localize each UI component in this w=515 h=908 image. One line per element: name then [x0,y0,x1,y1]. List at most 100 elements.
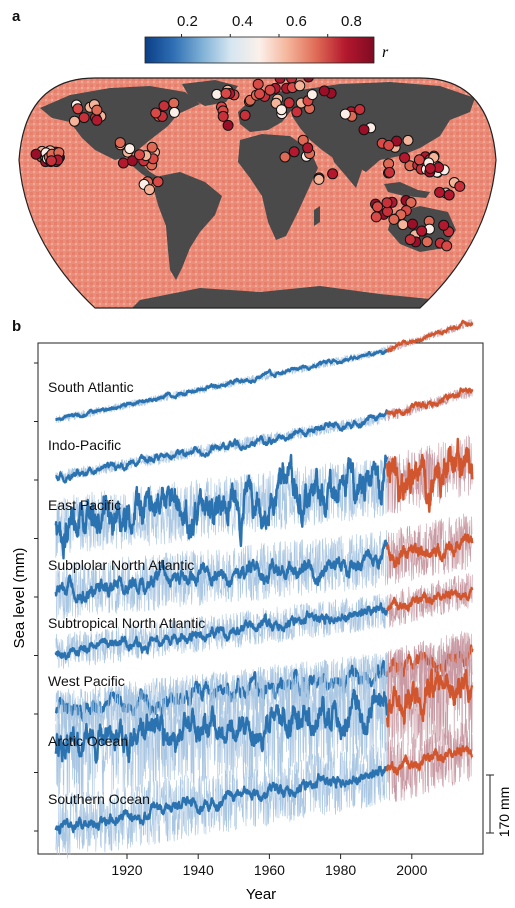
x-axis-ticks: 1920 1940 1960 1980 2000 [111,854,428,878]
station-marker [313,173,325,185]
series-altimetry-line [386,319,474,353]
series-reconstruction-line [54,453,389,560]
colorbar-tick-label: 0.8 [341,13,362,30]
scale-bar-label: 170 mm [496,787,512,838]
series-raw-altimetry [386,319,473,353]
station-marker [150,107,162,119]
station-marker [438,219,450,231]
series-reconstruction-line [54,602,389,661]
series-raw-reconstruction [55,742,388,859]
station-marker [78,112,90,124]
colorbar-ticks: 0.2 0.4 0.6 0.8 [0,0,515,40]
series-raw-altimetry [386,435,473,514]
station-marker [152,176,164,188]
series-raw-reconstruction [55,651,388,805]
station-marker [124,143,136,155]
series-altimetry-line [386,533,474,569]
series-2 [54,435,474,560]
series-label: South Atlantic [48,379,134,395]
series-altimetry-line [386,668,474,728]
station-marker [72,103,84,115]
station-marker [434,186,446,198]
panel-a-letter: a [12,8,21,25]
series-raw-reconstruction [55,346,388,424]
series-altimetry-line [386,437,474,513]
map-outline [18,77,497,309]
series-reconstruction-line [54,688,389,764]
station-marker [370,211,382,223]
station-marker [354,104,366,115]
x-tick-label: 1980 [325,862,356,878]
series-0 [54,319,474,424]
land-madagascar [314,206,320,226]
station-marker [264,84,276,96]
series-1 [54,387,474,484]
station-marker [211,88,223,100]
series-reconstruction-line [54,765,389,835]
station-marker [424,163,436,174]
station-marker [421,236,433,248]
y-axis-ticks [34,362,38,832]
station-marker [407,218,418,230]
series-raw-reconstruction [55,529,388,620]
station-marker [276,104,287,116]
series-label: Subtropical North Atlantic [48,615,205,631]
station-marker [30,148,42,160]
station-marker [399,152,411,164]
colorbar-tick-label: 0.6 [286,13,307,30]
station-marker [168,106,180,118]
series-altimetry-line [386,387,474,418]
y-axis-label: Sea level (mm) [11,548,28,649]
series-label: Arctic Ocean [48,733,128,749]
series-raw-altimetry [386,631,473,759]
series-reconstruction-line [54,659,389,722]
series-reconstruction-line [54,409,389,484]
series-label: Indo-Pacific [48,437,121,453]
station-marker [413,154,425,166]
station-marker [397,219,409,231]
x-tick-label: 1940 [183,862,214,878]
x-tick-label: 1920 [111,862,142,878]
plot-frame [37,342,484,855]
station-marker [45,155,57,167]
station-marker [327,168,339,180]
map-globe [19,78,496,308]
x-axis-label: Year [246,886,276,903]
series-raw-altimetry [386,388,473,422]
station-marker [134,149,145,161]
station-marker [239,109,251,121]
series-4 [54,573,474,669]
station-marker [158,100,170,112]
station-marker [168,97,180,109]
station-marker [302,142,314,154]
station-marker [279,151,291,163]
series-3 [54,513,474,620]
station-marker [222,119,234,131]
land-south-america [154,172,222,280]
station-marker [217,110,229,122]
station-marker [126,155,138,167]
station-marker [416,225,428,237]
station-marker [283,97,295,109]
station-marker [372,201,383,213]
station-marker [220,87,232,99]
station-marker [146,141,158,153]
station-marker [254,88,266,100]
station-marker [383,139,395,151]
series-altimetry-line [386,644,474,677]
colorbar-tick-label: 0.4 [232,13,253,30]
x-tick-label: 1960 [254,862,285,878]
station-marker [381,197,393,209]
series-label: East Pacific [48,497,121,513]
station-marker [91,104,103,116]
station-marker [294,80,306,92]
station-marker [384,166,395,178]
series-6 [54,631,474,805]
station-marker [69,115,80,127]
series-altimetry-line [386,586,474,612]
series-layer [54,319,474,859]
station-marker [144,184,155,196]
series-7 [54,718,474,859]
panel-b-letter: b [12,318,22,335]
station-marker [441,240,453,252]
